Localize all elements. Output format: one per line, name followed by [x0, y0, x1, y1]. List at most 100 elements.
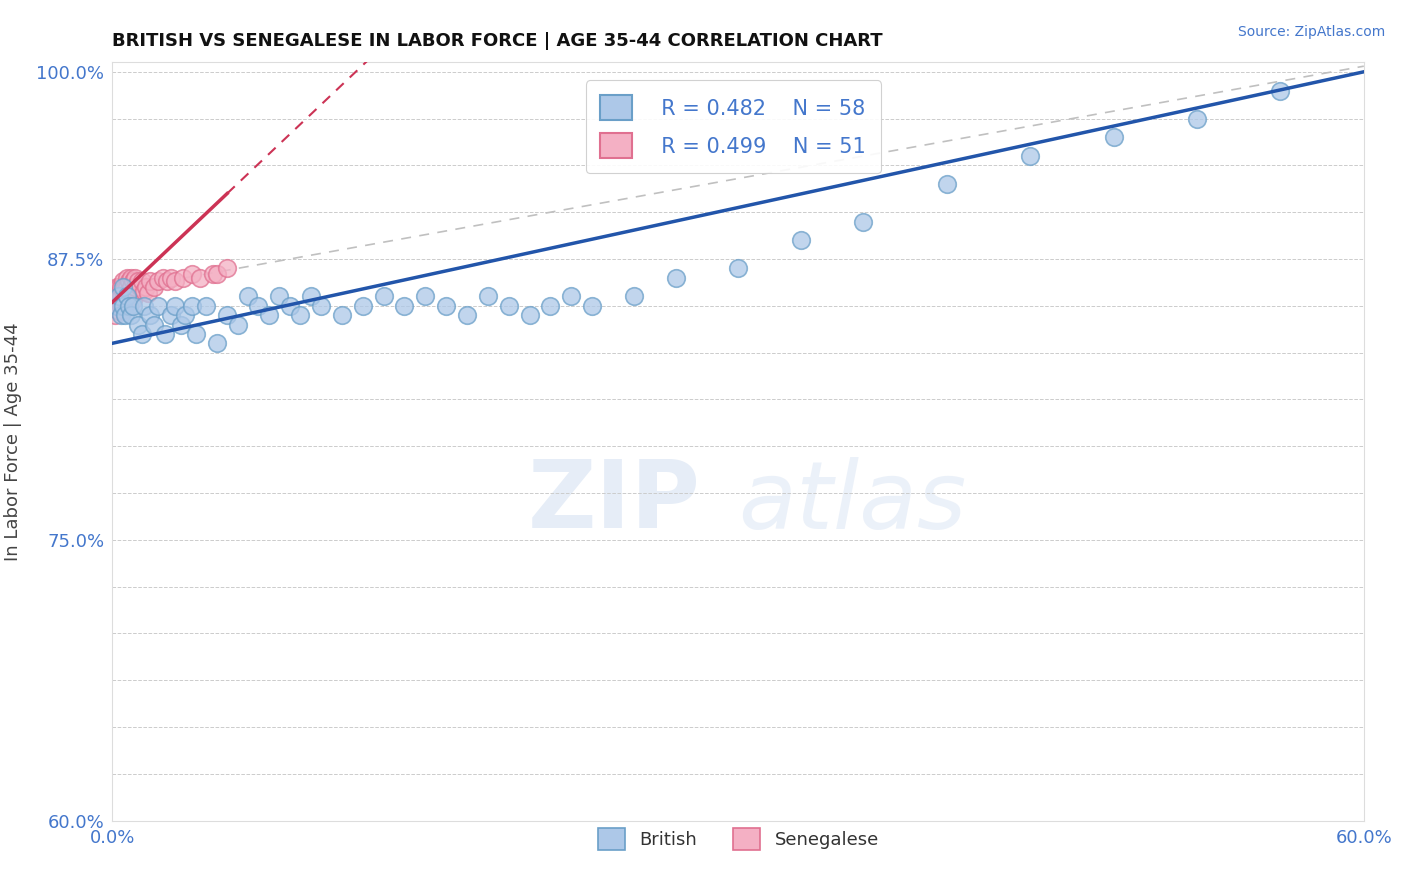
Point	[278, 299, 301, 313]
Point	[1185, 112, 1208, 126]
Point	[105, 299, 128, 313]
Point	[105, 280, 128, 294]
Point	[330, 308, 353, 322]
Point	[124, 280, 146, 294]
Point	[122, 299, 145, 313]
Point	[477, 289, 499, 303]
Point	[105, 289, 128, 303]
Point	[143, 318, 166, 332]
Point	[538, 299, 561, 313]
Text: Source: ZipAtlas.com: Source: ZipAtlas.com	[1237, 25, 1385, 39]
Point	[111, 293, 134, 308]
Point	[114, 308, 136, 322]
Point	[120, 270, 142, 285]
Point	[434, 299, 457, 313]
Point	[188, 270, 211, 285]
Point	[148, 275, 170, 289]
Text: BRITISH VS SENEGALESE IN LABOR FORCE | AGE 35-44 CORRELATION CHART: BRITISH VS SENEGALESE IN LABOR FORCE | A…	[112, 32, 883, 50]
Point	[174, 308, 197, 322]
Point	[195, 299, 218, 313]
Point	[115, 270, 138, 285]
Point	[290, 308, 312, 322]
Point	[103, 308, 125, 322]
Point	[180, 299, 202, 313]
Point	[163, 299, 186, 313]
Point	[127, 275, 149, 289]
Point	[115, 289, 138, 303]
Point	[114, 280, 136, 294]
Point	[114, 299, 136, 313]
Point	[413, 289, 436, 303]
Point	[114, 289, 136, 303]
Point	[180, 267, 202, 281]
Point	[160, 308, 183, 322]
Legend: British, Senegalese: British, Senegalese	[591, 821, 886, 857]
Point	[135, 280, 157, 294]
Point	[623, 289, 645, 303]
Point	[257, 308, 280, 322]
Point	[118, 284, 141, 298]
Point	[111, 280, 134, 294]
Point	[935, 177, 957, 191]
Point	[217, 308, 239, 322]
Point	[111, 275, 134, 289]
Point	[110, 289, 132, 303]
Point	[205, 267, 228, 281]
Point	[105, 299, 128, 313]
Point	[205, 336, 228, 351]
Point	[110, 299, 132, 313]
Point	[110, 308, 132, 322]
Point	[226, 318, 249, 332]
Point	[581, 299, 603, 313]
Point	[127, 318, 149, 332]
Point	[110, 280, 132, 294]
Point	[111, 284, 134, 298]
Point	[122, 293, 145, 308]
Point	[790, 233, 813, 247]
Point	[498, 299, 520, 313]
Point	[309, 299, 332, 313]
Point	[103, 289, 125, 303]
Point	[136, 285, 159, 300]
Point	[247, 299, 270, 313]
Point	[132, 284, 155, 298]
Point	[1270, 83, 1292, 97]
Point	[148, 299, 170, 313]
Point	[107, 289, 129, 303]
Point	[111, 299, 134, 313]
Point	[394, 299, 416, 313]
Point	[201, 267, 224, 281]
Point	[128, 280, 150, 294]
Point	[122, 275, 145, 289]
Point	[143, 280, 166, 294]
Point	[139, 308, 162, 322]
Point	[184, 326, 207, 341]
Point	[107, 280, 129, 294]
Point	[152, 270, 174, 285]
Point	[120, 308, 142, 322]
Point	[1102, 130, 1125, 145]
Point	[352, 299, 374, 313]
Point	[665, 270, 688, 285]
Point	[236, 289, 259, 303]
Text: ZIP: ZIP	[527, 456, 700, 549]
Point	[269, 289, 291, 303]
Point	[172, 270, 194, 285]
Point	[107, 304, 129, 318]
Point	[217, 261, 239, 276]
Point	[519, 308, 541, 322]
Point	[132, 299, 155, 313]
Point	[124, 270, 146, 285]
Point	[852, 214, 875, 228]
Point	[120, 280, 142, 294]
Point	[118, 275, 141, 289]
Point	[299, 289, 322, 303]
Point	[103, 299, 125, 313]
Point	[139, 275, 162, 289]
Point	[131, 326, 153, 341]
Point	[373, 289, 395, 303]
Point	[156, 275, 179, 289]
Point	[107, 293, 129, 308]
Point	[115, 280, 138, 294]
Point	[131, 275, 153, 289]
